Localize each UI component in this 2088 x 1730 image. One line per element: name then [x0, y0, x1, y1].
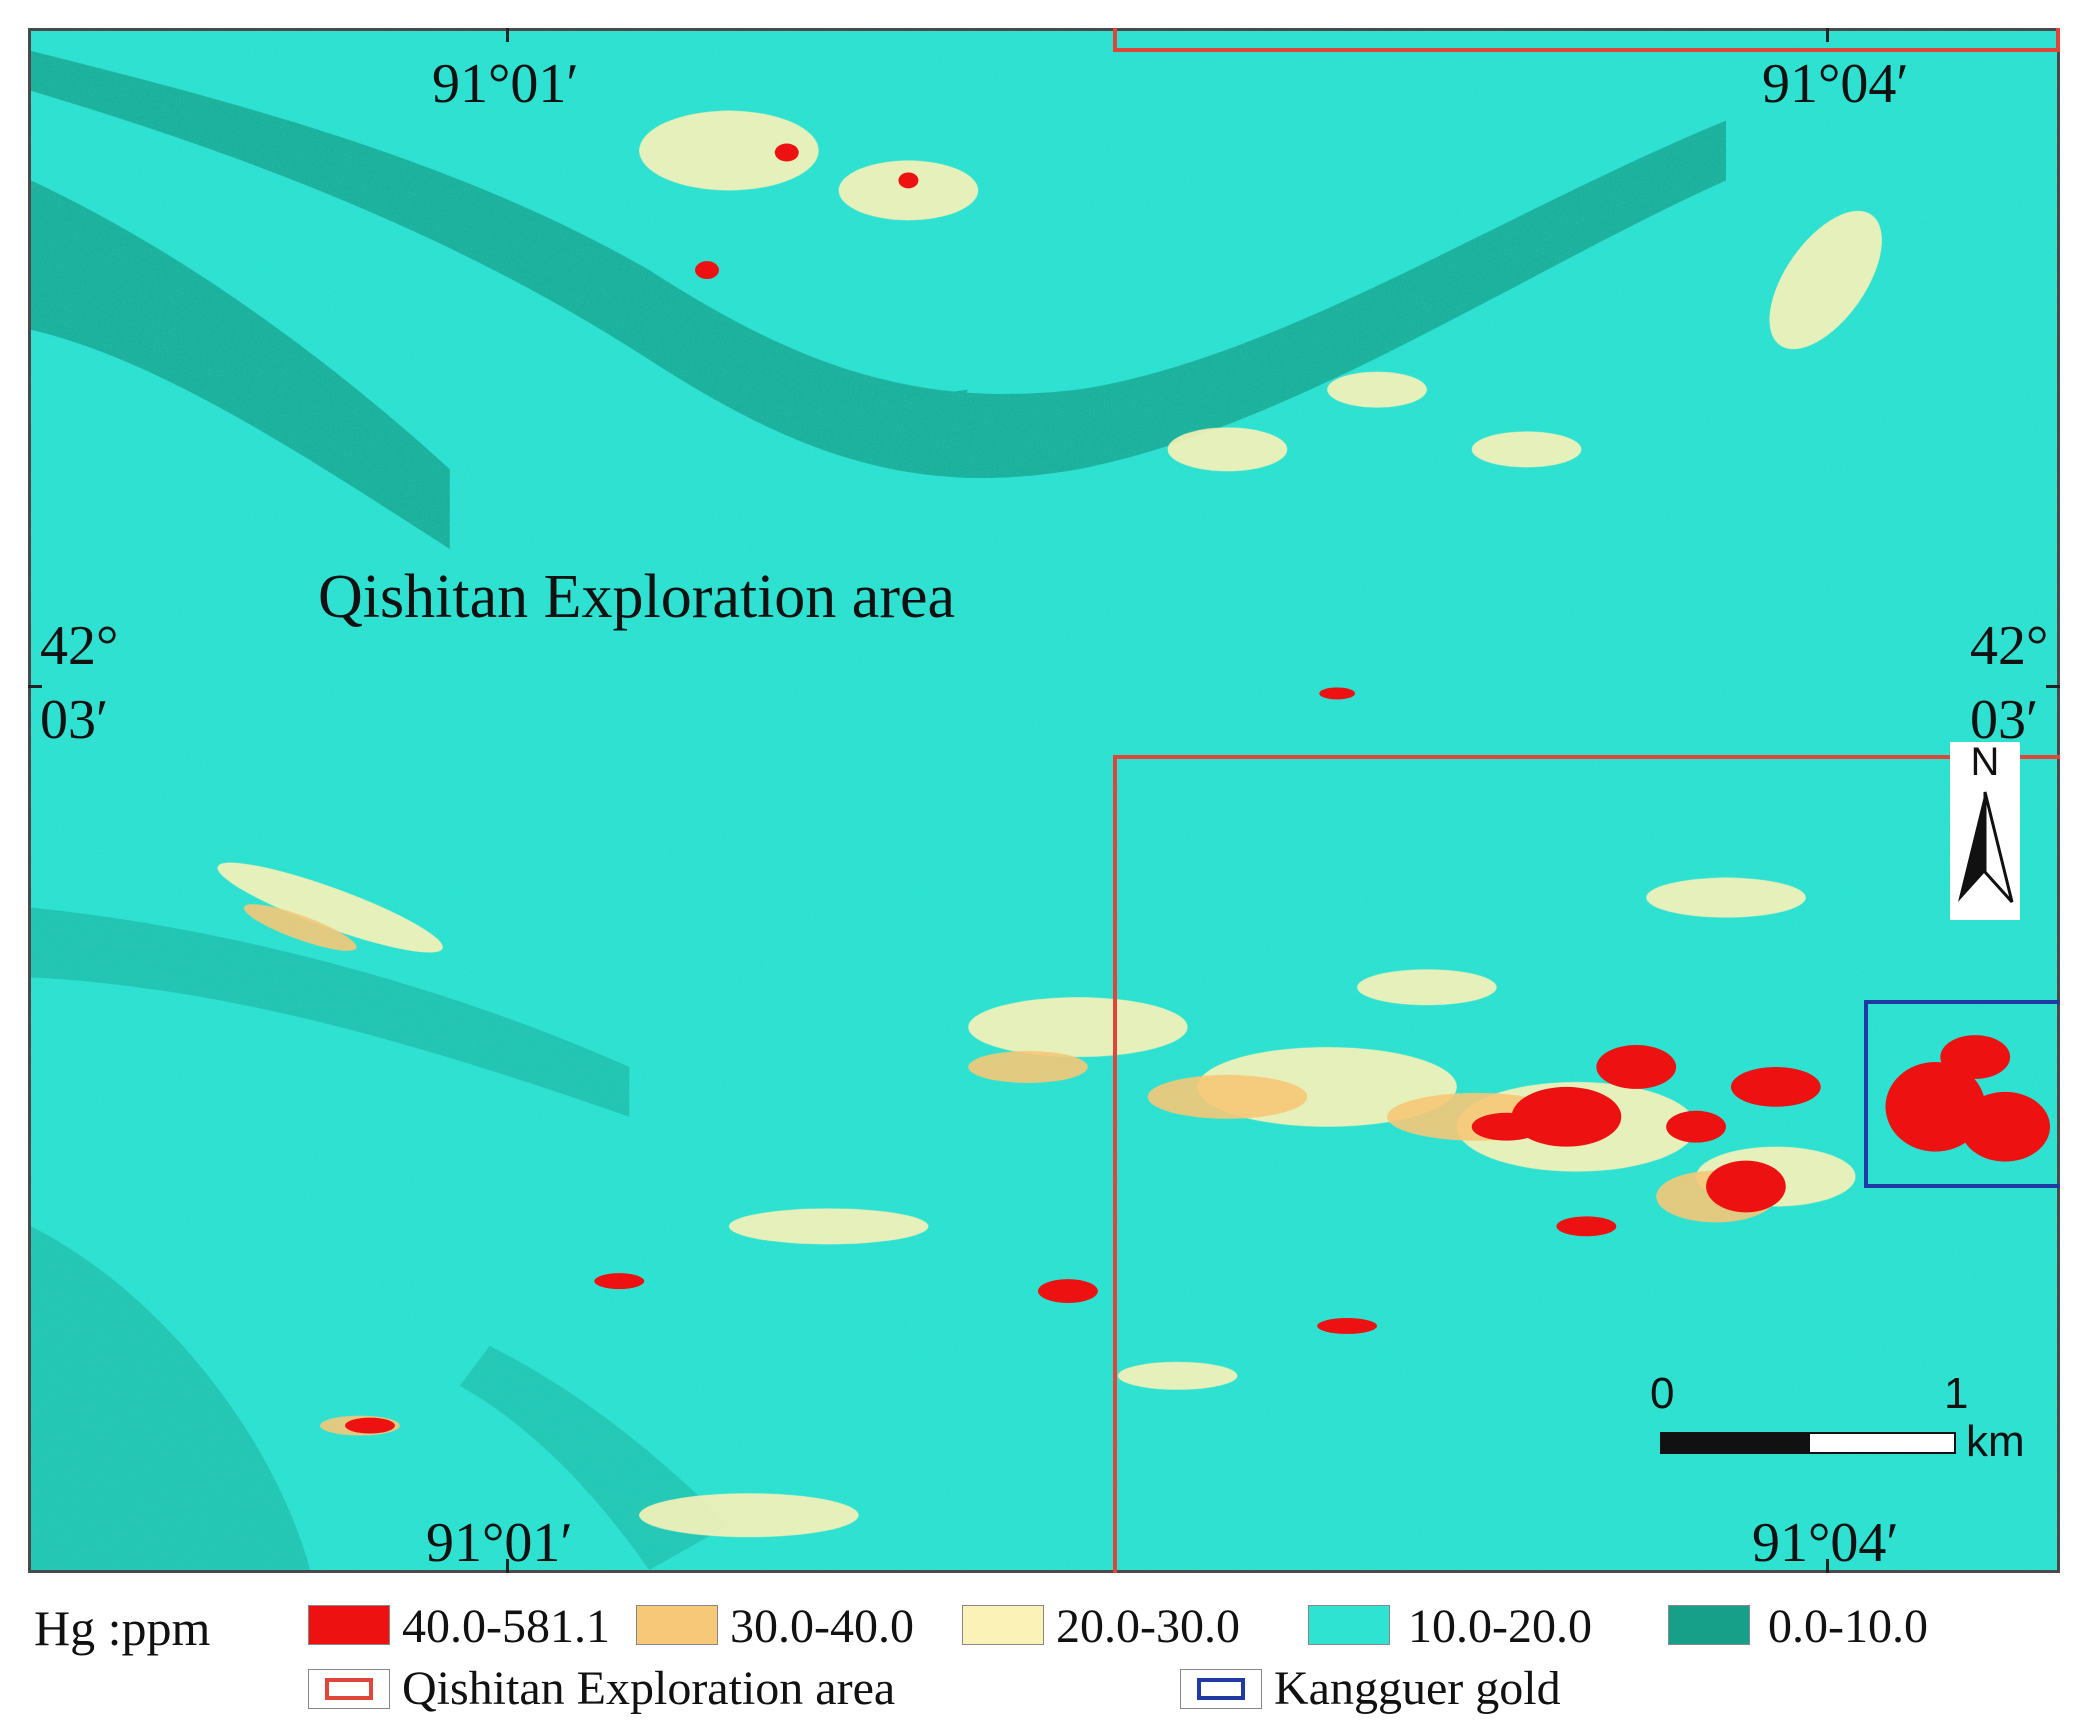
legend-label-class-3: 20.0-30.0: [1056, 1600, 1240, 1653]
legend-label-class-4: 10.0-20.0: [1408, 1600, 1592, 1653]
tick-bottom-right: [1826, 1559, 1829, 1573]
scale-bar-black: [1660, 1432, 1808, 1454]
coord-left-lat-deg: 42°: [40, 615, 119, 677]
coord-left-lat-min: 03′: [40, 689, 109, 751]
legend-label-class-5: 0.0-10.0: [1768, 1600, 1928, 1653]
tick-right: [2046, 685, 2060, 688]
legend: Hg :ppm 40.0-581.1 30.0-40.0 20.0-30.0 1…: [0, 1585, 2088, 1730]
coord-right-lat-deg: 42°: [1970, 615, 2049, 677]
legend-swatch-class-1: [308, 1605, 390, 1645]
coord-top-left: 91°01′: [432, 53, 579, 115]
coord-bottom-right: 91°04′: [1752, 1512, 1899, 1574]
north-letter: N: [1970, 740, 2000, 784]
map-area-label: Qishitan Exploration area: [318, 563, 956, 631]
tick-bottom-left: [506, 1559, 509, 1573]
map-frame[interactable]: [28, 28, 2060, 1573]
scale-unit: km: [1966, 1417, 2025, 1466]
legend-swatch-class-5: [1668, 1605, 1750, 1645]
legend-label-qishitan: Qishitan Exploration area: [402, 1662, 896, 1715]
north-arrow-icon: [1958, 791, 2014, 904]
coord-bottom-left: 91°01′: [426, 1512, 573, 1574]
legend-swatch-qishitan-outline: [325, 1678, 373, 1700]
tick-top-right: [1826, 28, 1829, 42]
coord-top-right: 91°04′: [1762, 53, 1909, 115]
qishitan-boundary: [1113, 755, 2060, 1573]
legend-swatch-class-4: [1308, 1605, 1390, 1645]
kangguer-gold-boundary: [1864, 1000, 2060, 1188]
tick-top-left: [506, 28, 509, 42]
coord-right-lat-min: 03′: [1970, 689, 2039, 751]
north-arrow: N: [1950, 740, 2020, 920]
legend-swatch-kangguer: [1180, 1669, 1262, 1709]
legend-label-class-1: 40.0-581.1: [402, 1600, 610, 1653]
legend-swatch-qishitan: [308, 1669, 390, 1709]
legend-swatch-class-2: [636, 1605, 718, 1645]
scale-bar-white: [1808, 1432, 1956, 1454]
legend-swatch-kangguer-outline: [1197, 1678, 1245, 1700]
legend-swatch-class-3: [962, 1605, 1044, 1645]
scale-end: 1: [1944, 1369, 1969, 1418]
legend-label-class-2: 30.0-40.0: [730, 1600, 914, 1653]
qishitan-boundary-top: [1113, 28, 2060, 52]
tick-left: [28, 685, 42, 688]
scale-bar: 0 1 km: [1630, 1365, 2060, 1475]
legend-title: Hg :ppm: [34, 1600, 211, 1656]
legend-label-kangguer: Kangguer gold: [1274, 1662, 1561, 1715]
scale-start: 0: [1650, 1369, 1675, 1418]
hg-concentration-raster: [31, 31, 2057, 1570]
